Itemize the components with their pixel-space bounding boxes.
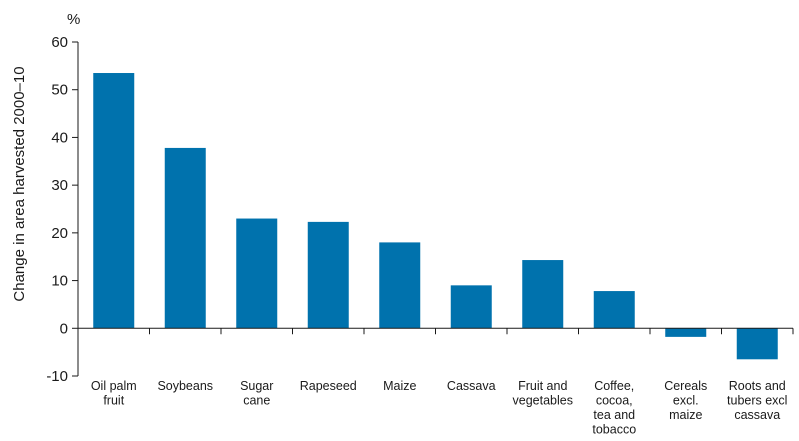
bars [93,73,778,360]
y-tick-label: 10 [51,273,68,290]
y-tick-label: 20 [51,225,68,242]
y-axis: -10 0 10 20 30 40 50 60 [46,34,79,385]
category-label: Maize [383,379,416,393]
category-label: Coffee, cocoa, tea and tobacco [592,379,636,437]
category-label: Sugar cane [240,379,273,408]
y-tick-label: -10 [46,368,68,385]
category-label: Cereals excl. maize [664,379,707,422]
y-tick-label: 60 [51,34,68,51]
bar [307,221,349,329]
bar [236,218,278,329]
category-label: Oil palm fruit [91,379,137,408]
x-axis [77,327,794,335]
bar [164,147,206,329]
y-tick-label: 30 [51,177,68,194]
bar [379,242,421,329]
bar [522,260,564,329]
bar [736,328,778,360]
category-labels: Oil palm fruit Soybeans Sugar cane Rapeseed Ma… [91,379,788,437]
category-label: Fruit and vegetables [513,379,573,408]
y-tick-label: 40 [51,129,68,146]
y-axis-unit: % [67,11,80,28]
category-label: Roots and tubers excl cassava [727,379,787,422]
y-tick-label: 0 [60,320,68,337]
bar [665,328,707,337]
bar [450,285,492,329]
bar [93,73,135,329]
category-label: Cassava [447,379,496,393]
category-label: Rapeseed [300,379,357,393]
y-axis-title: Change in area harvested 2000–10 [11,66,28,301]
bar [593,291,635,329]
category-label: Soybeans [157,379,213,393]
y-tick-label: 50 [51,82,68,99]
